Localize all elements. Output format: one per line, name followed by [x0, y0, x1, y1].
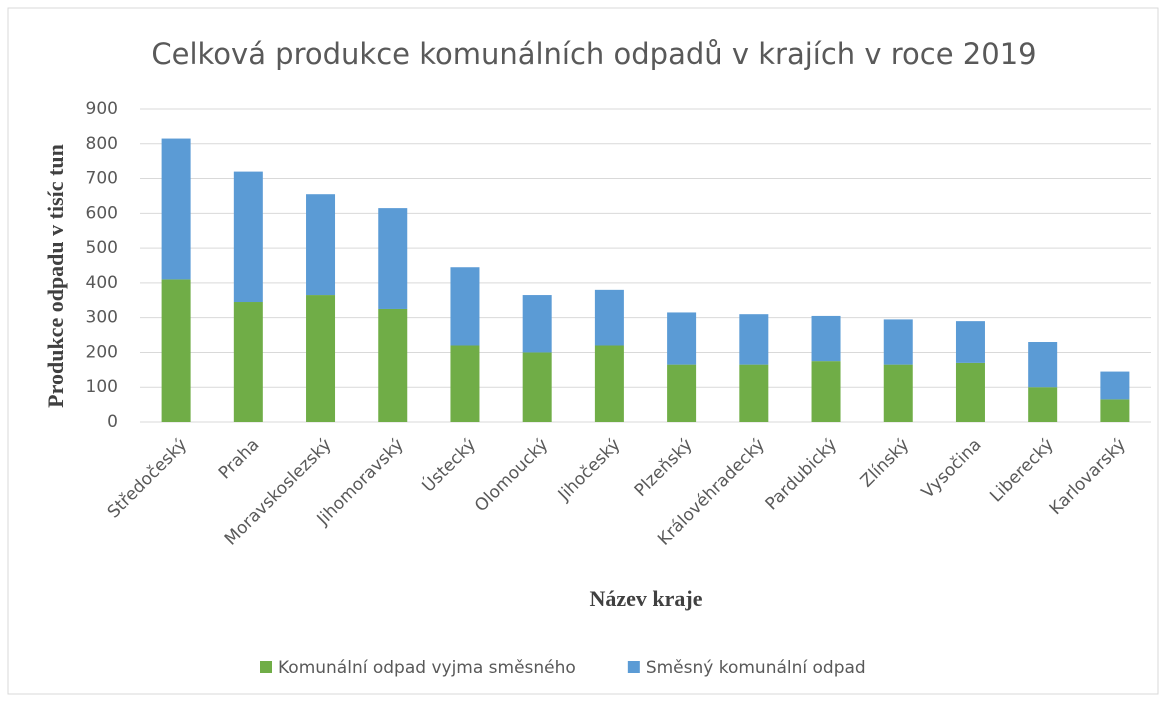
- bar-segment: [450, 345, 480, 422]
- y-tick-label: 500: [86, 238, 118, 258]
- bar-segment: [955, 362, 985, 422]
- bar-segment: [739, 314, 769, 365]
- x-tick-label: Ústecký: [417, 434, 480, 497]
- bar-segment: [161, 279, 191, 422]
- bar-segment: [522, 352, 552, 422]
- bar-segment: [450, 267, 480, 346]
- bar-segment: [667, 312, 697, 365]
- bar-segment: [955, 321, 985, 363]
- bar-segment: [233, 171, 263, 303]
- x-tick-label: Pardubický: [762, 435, 841, 514]
- bar-segment: [1028, 387, 1058, 422]
- bar-segment: [161, 138, 191, 280]
- bar-segment: [1100, 399, 1130, 422]
- x-tick-label: Středočeský: [104, 435, 191, 522]
- x-tick-label: Liberecký: [986, 435, 1058, 507]
- y-tick-label: 700: [86, 169, 118, 189]
- bar-segment: [883, 364, 913, 422]
- y-tick-label: 900: [86, 99, 118, 119]
- y-tick-label: 300: [86, 308, 118, 328]
- x-tick-label: Vysočina: [918, 435, 986, 503]
- bar-segment: [883, 319, 913, 365]
- y-tick-label: 0: [107, 412, 118, 432]
- chart-frame: [7, 7, 1159, 695]
- bar-segment: [1100, 371, 1130, 400]
- x-tick-label: Plzeňský: [631, 435, 697, 501]
- y-tick-label: 100: [86, 377, 118, 397]
- bar-segment: [594, 289, 624, 346]
- legend-swatch: [260, 661, 272, 673]
- bar-segment: [378, 208, 408, 309]
- y-tick-label: 200: [86, 342, 118, 362]
- x-tick-label: Zlínský: [857, 435, 914, 492]
- bar-segment: [739, 364, 769, 422]
- y-tick-label: 400: [86, 273, 118, 293]
- chart-title: Celková produkce komunálních odpadů v kr…: [151, 37, 1036, 71]
- bar-segment: [233, 302, 263, 422]
- bar-segment: [306, 194, 336, 296]
- y-tick-label: 600: [86, 203, 118, 223]
- legend-label: Směsný komunální odpad: [646, 658, 866, 678]
- y-axis-label: Produkce odpadu v tisíc tun: [43, 144, 68, 408]
- bar-segment: [811, 315, 841, 362]
- legend-label: Komunální odpad vyjma směsného: [278, 658, 576, 678]
- y-tick-label: 800: [86, 134, 118, 154]
- bar-segment: [811, 361, 841, 422]
- x-tick-label: Olomoucký: [471, 435, 552, 516]
- bar-segment: [594, 345, 624, 422]
- bar-segment: [378, 308, 408, 422]
- x-tick-label: Jihočeský: [554, 435, 625, 506]
- bar-segment: [522, 295, 552, 353]
- bar-segment: [667, 364, 697, 422]
- bar-segment: [306, 295, 336, 422]
- x-axis-label: Název kraje: [589, 586, 702, 611]
- x-tick-label: Praha: [215, 435, 263, 483]
- bar-segment: [1028, 342, 1058, 388]
- legend-swatch: [627, 661, 640, 673]
- x-tick-label: Karlovarský: [1046, 435, 1130, 519]
